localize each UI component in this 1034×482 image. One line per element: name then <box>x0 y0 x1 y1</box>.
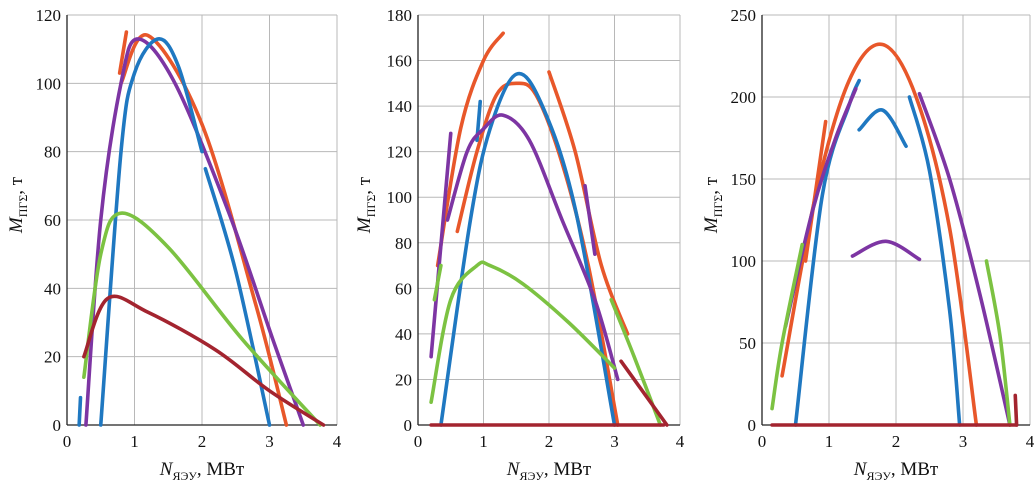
series-purple-left <box>429 131 453 359</box>
x-tick-label: 0 <box>758 432 767 451</box>
y-tick-label: 100 <box>36 74 62 93</box>
series-purple <box>84 37 306 427</box>
series-green <box>82 211 322 427</box>
y-axis-label-sub: ПГΣ <box>364 195 378 218</box>
x-tick-label: 0 <box>63 432 72 451</box>
series-orange <box>119 33 289 427</box>
y-tick-label: 0 <box>748 416 757 435</box>
y-tick-label: 60 <box>44 211 61 230</box>
series-green-left <box>432 263 443 302</box>
series-blue-arch <box>857 108 908 148</box>
series-blue <box>98 37 204 427</box>
x-tick-label: 3 <box>265 432 274 451</box>
y-axis-label: MПГΣ, т <box>701 176 725 234</box>
series-purple-right <box>583 184 597 256</box>
y-tick-label: 150 <box>731 170 757 189</box>
x-tick-label: 1 <box>130 432 139 451</box>
y-tick-label: 50 <box>739 334 756 353</box>
y-tick-label: 160 <box>387 52 413 71</box>
x-axis-label: NЯЭУ, МВт <box>159 459 245 482</box>
y-tick-label: 0 <box>53 416 62 435</box>
x-axis-label-sub: ЯЭУ <box>519 469 544 482</box>
y-tick-label: 60 <box>395 279 412 298</box>
series-blue <box>439 71 617 427</box>
x-axis-label-unit: , МВт <box>197 459 245 480</box>
y-tick-label: 20 <box>395 370 412 389</box>
x-tick-label: 3 <box>610 432 619 451</box>
series-purple <box>445 113 620 382</box>
y-tick-label: 200 <box>731 88 757 107</box>
y-axis-label-unit: , т <box>354 176 375 195</box>
series-orange-left <box>803 119 828 263</box>
y-axis-label-unit: , т <box>6 176 27 195</box>
y-tick-label: 180 <box>387 6 413 25</box>
y-tick-label: 40 <box>395 325 412 344</box>
y-tick-label: 250 <box>731 6 757 25</box>
x-tick-label: 1 <box>479 432 488 451</box>
x-tick-label: 4 <box>333 432 342 451</box>
x-tick-label: 4 <box>676 432 685 451</box>
series-purple-right <box>917 91 1012 427</box>
x-axis-label-main: N <box>853 459 868 480</box>
series-blue-low <box>203 166 272 427</box>
series-blue-stub <box>77 395 83 427</box>
y-tick-label: 120 <box>36 6 62 25</box>
y-tick-label: 0 <box>404 416 413 435</box>
x-tick-label: 3 <box>959 432 968 451</box>
series-orange-left <box>435 31 505 268</box>
y-axis-label: MПГΣ, т <box>354 176 378 234</box>
x-axis-label-main: N <box>506 459 521 480</box>
x-axis-label: NЯЭУ, МВт <box>853 459 939 482</box>
series-orange-top <box>117 30 129 75</box>
x-axis-label-sub: ЯЭУ <box>866 469 891 482</box>
series-green-right <box>984 259 1012 427</box>
y-axis-label-main: M <box>354 216 375 234</box>
series-purple-arch <box>850 239 922 262</box>
x-tick-label: 2 <box>892 432 901 451</box>
y-axis-label-sub: ПГΣ <box>711 195 725 218</box>
series-darkred-tail <box>619 359 669 427</box>
y-tick-label: 80 <box>395 234 412 253</box>
y-axis-label-unit: , т <box>701 176 722 195</box>
x-tick-label: 4 <box>1026 432 1034 451</box>
y-tick-label: 40 <box>44 279 61 298</box>
y-axis-label: MПГΣ, т <box>6 176 30 234</box>
series-blue-right <box>907 95 962 427</box>
series-darkred <box>82 294 326 427</box>
series-orange <box>780 42 979 427</box>
x-axis-label: NЯЭУ, МВт <box>506 459 592 482</box>
x-tick-label: 2 <box>198 432 207 451</box>
y-axis-label-main: M <box>6 216 27 234</box>
y-axis-label-main: M <box>701 216 722 234</box>
y-tick-label: 80 <box>44 143 61 162</box>
series-darkred-stub <box>1013 393 1019 427</box>
series-green-left <box>770 242 804 411</box>
y-tick-label: 20 <box>44 348 61 367</box>
x-axis-label-unit: , МВт <box>544 459 592 480</box>
x-tick-label: 0 <box>414 432 423 451</box>
y-axis-label-sub: ПГΣ <box>16 195 30 218</box>
y-tick-label: 100 <box>387 188 413 207</box>
series-green <box>429 260 617 405</box>
x-tick-label: 1 <box>825 432 834 451</box>
x-axis-label-sub: ЯЭУ <box>172 469 197 482</box>
chart-3: 0 1 2 3 4 0 50 100 150 200 250 NЯЭУ, МВт MПГΣ, т <box>701 6 1034 482</box>
y-tick-label: 120 <box>387 143 413 162</box>
x-axis-label-unit: , МВт <box>891 459 939 480</box>
x-tick-label: 2 <box>545 432 554 451</box>
y-tick-label: 140 <box>387 97 413 116</box>
y-tick-label: 100 <box>731 252 757 271</box>
x-axis-label-main: N <box>159 459 174 480</box>
